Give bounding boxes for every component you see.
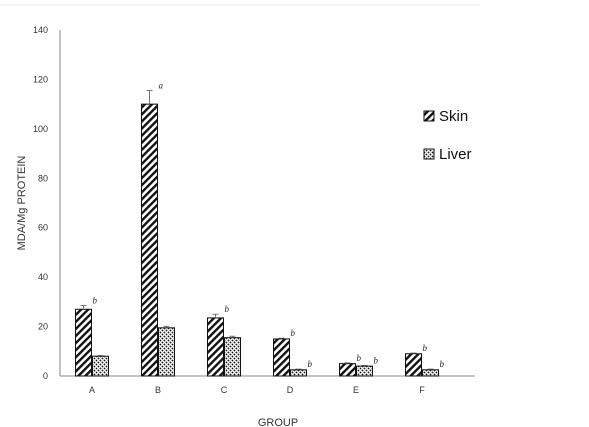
legend-label-skin: Skin [439, 108, 468, 125]
bar-liver [158, 327, 175, 377]
x-tick-label: A [89, 385, 95, 395]
y-axis-title: MDA/Mg PROTEIN [16, 156, 28, 251]
bar-skin [405, 353, 422, 377]
significance-letter: b [291, 328, 296, 338]
significance-letter: b [357, 353, 362, 363]
significance-letter: b [93, 296, 98, 306]
x-tick-label: F [419, 385, 425, 395]
bar-skin [141, 103, 158, 377]
x-tick-label: C [221, 385, 228, 395]
y-tick-label: 40 [38, 272, 48, 282]
y-tick-label: 0 [43, 371, 48, 381]
bar-skin [207, 317, 224, 377]
x-axis-title: GROUP [258, 417, 298, 427]
y-tick-label: 60 [38, 223, 48, 233]
significance-letter: b [308, 359, 313, 369]
y-tick-label: 20 [38, 322, 48, 332]
bar-liver [356, 365, 373, 377]
x-tick-label: E [353, 385, 359, 395]
bar-skin [273, 338, 290, 377]
significance-letter: b [440, 359, 445, 369]
y-tick-label: 100 [33, 124, 48, 134]
y-tick-label: 80 [38, 173, 48, 183]
bar-liver [224, 337, 241, 377]
legend: Skin Liver [423, 108, 472, 163]
y-tick-label: 120 [33, 74, 48, 84]
significance-letter: a [159, 81, 164, 91]
x-tick-label: B [155, 385, 161, 395]
bar-liver [422, 369, 439, 377]
x-axis-ticks: A B C D E F [89, 385, 425, 395]
bar-skin [339, 363, 356, 377]
y-tick-label: 140 [33, 25, 48, 35]
legend-swatch-skin [423, 110, 435, 122]
legend-label-liver: Liver [439, 146, 472, 163]
x-tick-label: D [287, 385, 294, 395]
significance-letter: b [423, 343, 428, 353]
y-axis-ticks: 0 20 40 60 80 100 120 140 [33, 25, 48, 381]
bar-liver [290, 369, 307, 377]
significance-letter: b [225, 304, 230, 314]
bar-liver [92, 355, 109, 377]
bar-skin [75, 308, 92, 377]
bar-group: b a b b b b b b b [75, 81, 445, 377]
significance-letter: b [374, 355, 379, 365]
legend-swatch-liver [423, 148, 435, 160]
